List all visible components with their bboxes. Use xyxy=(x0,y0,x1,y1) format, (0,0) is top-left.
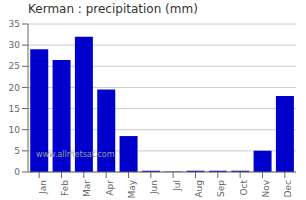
svg-text:Jun: Jun xyxy=(149,180,159,195)
svg-text:Sep: Sep xyxy=(216,180,226,197)
svg-text:Jan: Jan xyxy=(38,180,48,195)
html-text:www.allmetsat.com: www.allmetsat.com xyxy=(36,150,115,159)
svg-text:35: 35 xyxy=(9,19,20,29)
svg-text:Feb: Feb xyxy=(60,180,70,196)
svg-text:Jul: Jul xyxy=(172,180,182,192)
svg-text:25: 25 xyxy=(9,61,20,71)
svg-text:Dec: Dec xyxy=(283,180,293,197)
svg-text:15: 15 xyxy=(9,104,20,114)
svg-text:Apr: Apr xyxy=(105,180,115,196)
svg-text:Aug: Aug xyxy=(194,180,204,198)
svg-text:30: 30 xyxy=(9,40,21,50)
svg-text:May: May xyxy=(127,179,137,198)
html-text:Kerman : precipitation (mm): Kerman : precipitation (mm) xyxy=(28,2,198,16)
svg-text:Mar: Mar xyxy=(82,180,92,197)
svg-text:Nov: Nov xyxy=(261,179,271,197)
svg-text:10: 10 xyxy=(9,125,21,135)
svg-text:0: 0 xyxy=(14,167,20,177)
svg-text:5: 5 xyxy=(14,146,20,156)
svg-text:Oct: Oct xyxy=(239,180,249,196)
svg-text:20: 20 xyxy=(9,83,21,93)
